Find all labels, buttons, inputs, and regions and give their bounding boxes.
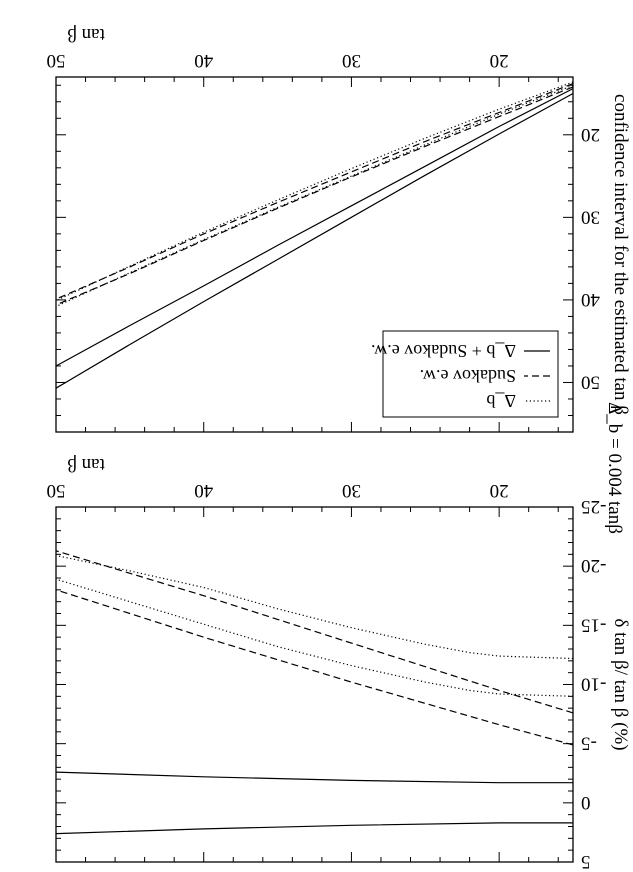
x-tick-label: 30 bbox=[342, 480, 361, 501]
series-line-solid bbox=[55, 822, 573, 835]
x-tick-label: 40 bbox=[194, 50, 213, 71]
series-line-solid bbox=[55, 92, 574, 389]
figure-title: Δ_b = 0.004 tanβ bbox=[604, 402, 625, 534]
y-tick-label: -15 bbox=[581, 614, 606, 635]
tick-labels: 20 30 40 50 20 30 40 50 bbox=[47, 50, 601, 392]
series-group bbox=[55, 550, 574, 835]
series-line-dotted bbox=[55, 81, 574, 302]
y-axis-label: δ tan β/ tan β (%) bbox=[610, 618, 631, 750]
series-line-dotted bbox=[55, 578, 574, 697]
x-tick-label: 20 bbox=[490, 50, 509, 71]
series-line-dotted bbox=[55, 84, 574, 308]
series-line-solid bbox=[55, 771, 573, 784]
x-axis-label: tan β bbox=[67, 454, 105, 475]
x-tick-label: 40 bbox=[194, 480, 213, 501]
y-tick-label: -25 bbox=[581, 496, 606, 517]
axis-ticks bbox=[55, 506, 573, 863]
x-tick-label: 30 bbox=[342, 50, 361, 71]
series-line-dotted bbox=[55, 554, 574, 660]
series-line-dashed bbox=[55, 83, 574, 300]
plot-frame bbox=[55, 506, 574, 863]
legend-label: Δ_b bbox=[486, 391, 516, 411]
y-tick-label: 40 bbox=[581, 289, 600, 310]
x-tick-label: 20 bbox=[490, 480, 509, 501]
legend-label: Δ_b + Sudakov e.w. bbox=[371, 341, 516, 361]
y-tick-label: -10 bbox=[581, 674, 606, 695]
axis-ticks bbox=[55, 77, 573, 433]
legend: Δ_b Sudakov e.w. Δ_b + Sudakov e.w. bbox=[371, 330, 559, 418]
x-tick-label: 50 bbox=[47, 480, 66, 501]
series-line-dashed bbox=[55, 589, 574, 746]
x-tick-label: 50 bbox=[47, 50, 66, 71]
y-tick-label: 30 bbox=[581, 206, 600, 227]
series-line-dashed bbox=[55, 550, 574, 714]
y-tick-label: -5 bbox=[581, 733, 597, 754]
panel-confidence-interval: 20 30 40 50 20 30 40 50 tan β confidence interv… bbox=[47, 24, 631, 433]
series-group bbox=[55, 81, 574, 389]
y-tick-label: 20 bbox=[581, 124, 600, 145]
y-tick-label: 5 bbox=[581, 851, 591, 872]
y-tick-label: 50 bbox=[581, 371, 600, 392]
y-axis-label: confidence interval for the estimated ta… bbox=[610, 94, 631, 415]
series-line-solid bbox=[55, 88, 574, 367]
series-line-dashed bbox=[55, 86, 574, 306]
plot-frame bbox=[55, 76, 574, 433]
legend-box bbox=[382, 330, 559, 418]
legend-label: Sudakov e.w. bbox=[420, 366, 516, 386]
legend-entries: Δ_b Sudakov e.w. Δ_b + Sudakov e.w. bbox=[371, 341, 550, 411]
x-axis-label: tan β bbox=[67, 24, 105, 45]
y-tick-label: 0 bbox=[581, 792, 591, 813]
y-tick-label: -20 bbox=[581, 555, 606, 576]
